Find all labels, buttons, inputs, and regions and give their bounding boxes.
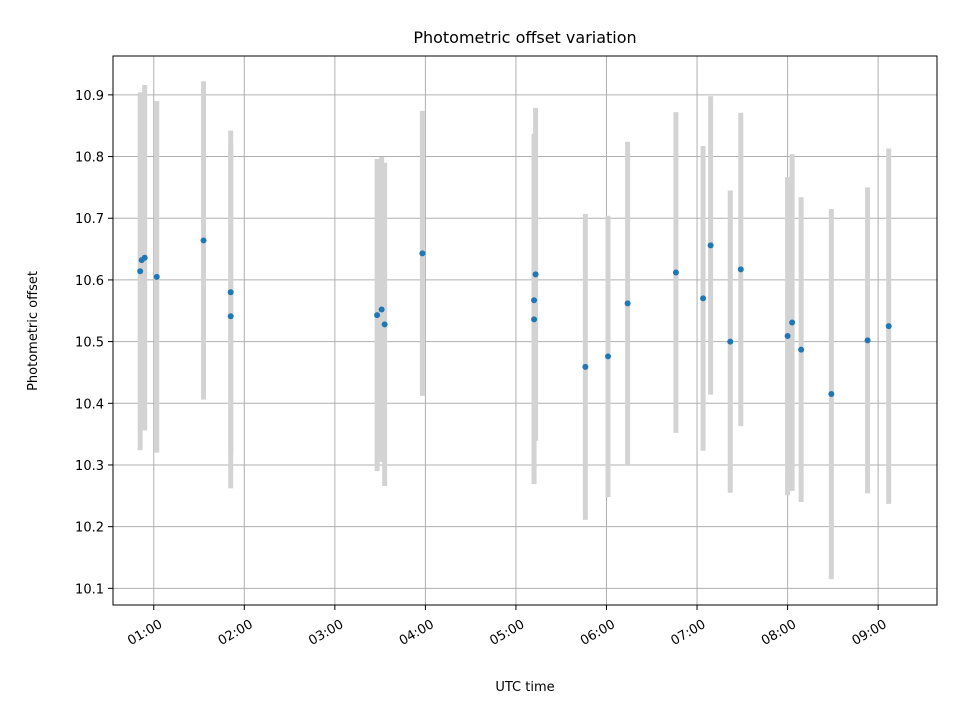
x-tick-label: 03:00 [306,617,346,649]
data-point [374,312,381,319]
x-tick-label: 06:00 [578,617,618,649]
data-point [672,269,679,276]
y-tick-label: 10.7 [75,212,104,227]
data-point [227,313,234,320]
data-point [707,242,714,249]
x-tick-label: 05:00 [487,617,527,649]
y-axis-label: Photometric offset [26,271,41,391]
data-point [798,346,805,353]
data-point [737,266,744,273]
y-tick-label: 10.3 [75,459,104,474]
y-tick-label: 10.2 [75,521,104,536]
data-point [784,333,791,340]
data-point [864,337,871,344]
data-point [605,353,612,360]
data-point [381,321,388,328]
x-axis-label: UTC time [495,680,554,695]
y-tick-label: 10.8 [75,151,104,166]
data-point [727,338,734,345]
data-point [789,319,796,326]
y-tick-label: 10.6 [75,274,104,289]
data-point [532,271,539,278]
y-tick-label: 10.1 [75,582,104,597]
data-point [378,306,385,313]
y-tick-label: 10.5 [75,336,104,351]
data-points [137,237,892,398]
y-axis: 10.1 10.2 10.3 10.4 10.5 10.6 10.7 10.8 10.9 [75,89,113,597]
y-tick-label: 10.4 [75,397,104,412]
x-tick-label: 09:00 [850,617,890,649]
data-point [828,391,835,398]
x-tick-label: 04:00 [397,617,437,649]
data-point [885,323,892,330]
data-point [419,250,426,257]
x-tick-label: 07:00 [668,617,708,649]
data-point [137,268,144,275]
data-point [531,297,538,304]
data-point [227,289,234,296]
error-bars [137,81,892,580]
data-point [531,316,538,323]
x-tick-label: 01:00 [125,617,165,649]
data-point [624,300,631,307]
chart-title: Photometric offset variation [413,28,636,47]
data-point [153,273,160,280]
plot-frame [112,55,938,606]
x-tick-label: 08:00 [759,617,799,649]
data-point [141,254,148,261]
x-tick-label: 02:00 [216,617,256,649]
data-point [200,237,207,244]
x-axis: 01:00 02:00 03:00 04:00 05:00 06:00 07:00 08:00… [125,605,890,649]
y-tick-label: 10.9 [75,89,104,104]
data-point [700,295,707,302]
grid-lines [113,56,937,605]
data-point [582,363,589,370]
